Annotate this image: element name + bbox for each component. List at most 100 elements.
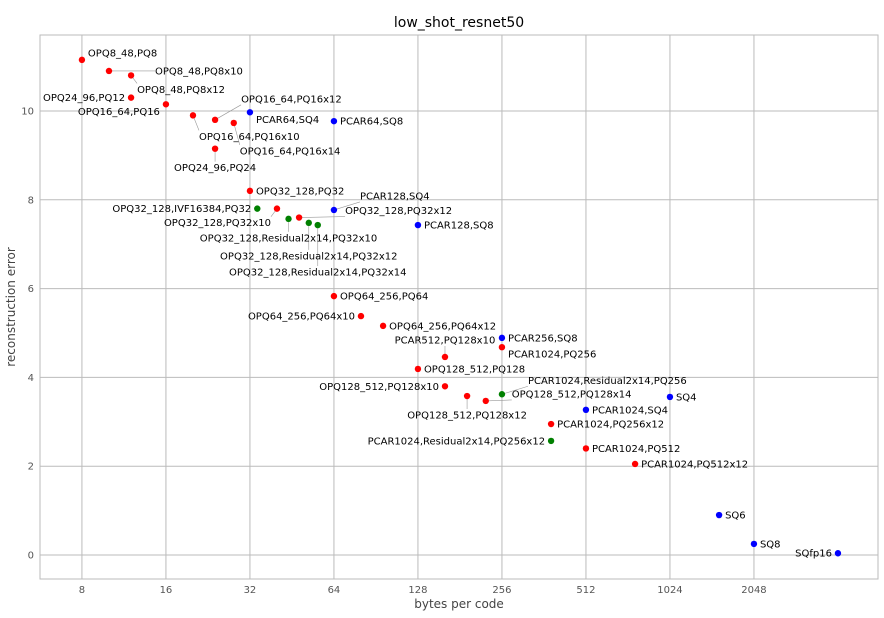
data-point (314, 221, 321, 229)
data-point (211, 145, 219, 152)
point-label: PCAR1024,Residual2x14,PQ256 (528, 376, 687, 387)
data-point (482, 397, 489, 405)
data-point (547, 437, 555, 445)
data-point (330, 117, 338, 125)
point-label: SQ8 (760, 539, 781, 550)
point-label: PCAR1024,PQ512x12 (641, 459, 748, 470)
point-label: OPQ128_512,PQ128x10 (319, 382, 439, 393)
point-label: PCAR1024,Residual2x14,PQ256x12 (368, 436, 545, 447)
data-point (78, 56, 86, 64)
data-point (285, 215, 292, 223)
data-point (582, 406, 590, 414)
x-tick-label: 512 (576, 585, 595, 596)
y-tick-label: 4 (28, 373, 34, 384)
point-label: OPQ32_128,Residual2x14,PQ32x10 (200, 233, 377, 244)
y-tick-label: 0 (28, 551, 34, 562)
ticks: 8 16 32 64 128 256 512 1024 2048 0 2 4 6 8 10 (21, 106, 766, 596)
point-label: PCAR64,SQ8 (340, 117, 403, 128)
point-label: OPQ32_128,IVF16384,PQ32 (112, 204, 251, 215)
point-label: OPQ8_48,PQ8x12 (137, 85, 225, 96)
label-leader-line (501, 385, 529, 395)
data-point (666, 393, 674, 401)
data-point (330, 292, 338, 300)
point-label: SQfp16 (795, 549, 832, 560)
point-label: OPQ16_64,PQ16 (78, 107, 160, 118)
data-point (498, 391, 506, 398)
x-tick-label: 1024 (657, 585, 682, 596)
data-point (463, 392, 471, 400)
y-tick-label: 10 (21, 106, 34, 117)
data-point (834, 550, 842, 557)
data-point (127, 94, 135, 101)
chart-title: low_shot_resnet50 (394, 15, 524, 31)
point-label: OPQ24_96,PQ24 (174, 163, 256, 174)
data-point (211, 116, 219, 124)
y-tick-label: 2 (28, 462, 34, 473)
point-labels: OPQ8_48,PQ8 OPQ8_48,PQ8x10 OPQ8_48,PQ8x12 O… (43, 48, 832, 559)
data-point (254, 205, 261, 212)
point-label: PCAR1024,SQ4 (592, 405, 668, 416)
data-point (582, 445, 590, 452)
label-leader-line (299, 216, 346, 218)
plot-area (39, 34, 879, 580)
point-label: PCAR256,SQ8 (508, 333, 578, 344)
label-leader-line (233, 122, 241, 146)
y-tick-label: 6 (28, 284, 34, 295)
data-point (162, 101, 170, 108)
point-label: OPQ16_64,PQ16x10 (199, 132, 300, 143)
x-tick-label: 16 (160, 585, 173, 596)
data-point (715, 511, 723, 519)
y-axis-label: reconstruction error (4, 247, 18, 367)
point-label: PCAR1024,PQ512 (592, 444, 680, 455)
point-label: PCAR1024,PQ256x12 (557, 420, 664, 431)
label-leader-line (333, 201, 361, 211)
data-point (357, 312, 365, 320)
data-point (189, 112, 197, 119)
data-point (441, 353, 449, 361)
point-label: SQ6 (725, 511, 746, 522)
data-point (330, 206, 338, 214)
x-tick-label: 64 (328, 585, 341, 596)
point-label: OPQ32_128,PQ32x10 (164, 218, 271, 229)
point-label: OPQ24_96,PQ12 (43, 93, 125, 104)
point-label: PCAR128,SQ4 (360, 191, 430, 202)
data-point (498, 334, 506, 342)
data-point (631, 460, 639, 468)
x-tick-label: 2048 (741, 585, 766, 596)
point-label: PCAR64,SQ4 (256, 115, 319, 126)
data-point (246, 187, 254, 195)
data-point (547, 420, 555, 428)
point-label: OPQ128_512,PQ128x12 (407, 411, 527, 422)
label-leader-line (214, 104, 242, 121)
point-label: OPQ32_128,Residual2x14,PQ32x12 (220, 251, 397, 262)
data-point (379, 322, 387, 330)
grid (40, 35, 878, 579)
point-label: OPQ32_128,PQ32 (256, 186, 344, 197)
points (78, 56, 842, 557)
x-tick-label: 32 (244, 585, 257, 596)
point-label: OPQ64_256,PQ64 (340, 292, 428, 303)
point-label: OPQ32_128,PQ32x12 (345, 206, 452, 217)
data-point (414, 365, 422, 373)
label-leader-line (485, 399, 512, 402)
x-axis-label: bytes per code (414, 597, 504, 611)
point-label: OPQ16_64,PQ16x12 (241, 94, 342, 105)
point-label: OPQ16_64,PQ16x14 (240, 146, 341, 157)
point-label: OPQ8_48,PQ8 (88, 48, 157, 59)
data-point (246, 109, 254, 116)
point-label: SQ4 (676, 392, 697, 403)
data-point (295, 214, 303, 221)
data-point (127, 72, 135, 79)
data-point (273, 205, 281, 212)
x-tick-label: 8 (79, 585, 85, 596)
point-label: PCAR128,SQ8 (424, 221, 494, 232)
data-point (414, 221, 422, 229)
data-point (305, 219, 312, 227)
data-point (230, 119, 237, 127)
x-tick-label: 256 (492, 585, 511, 596)
data-point (441, 383, 449, 390)
data-point (105, 67, 113, 75)
point-label: OPQ64_256,PQ64x12 (389, 321, 496, 332)
data-point (498, 343, 506, 351)
